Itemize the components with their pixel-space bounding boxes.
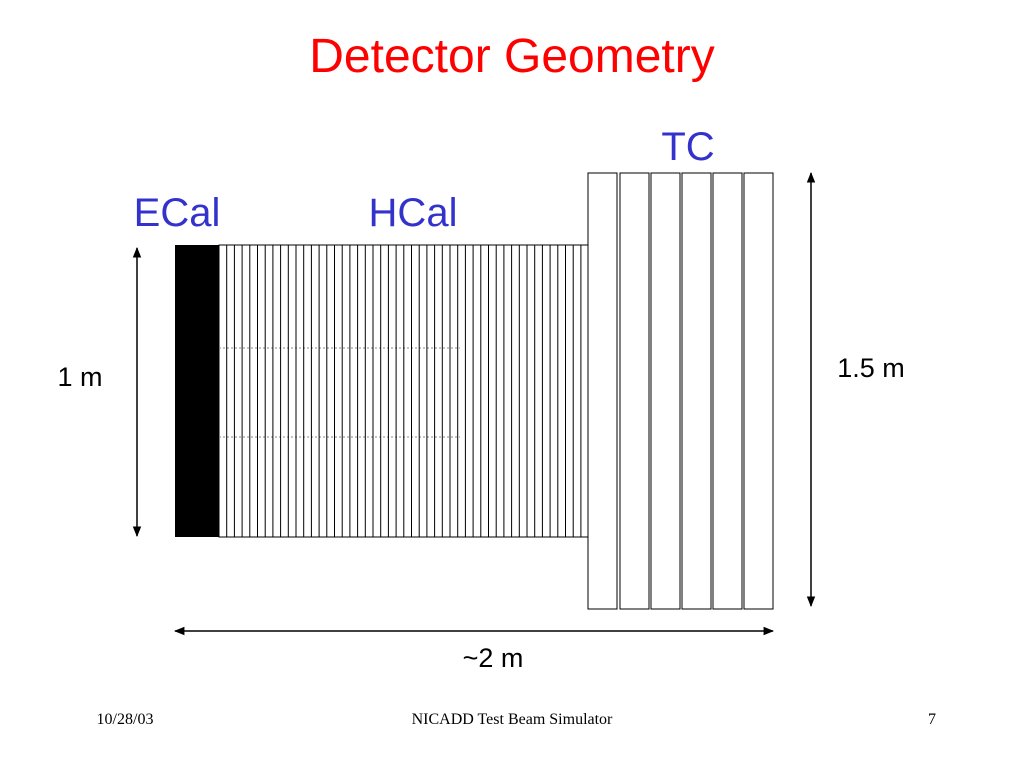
hcal-block [218, 244, 589, 538]
hcal-label: HCal [369, 191, 458, 235]
dim-1m: 1 m [57, 362, 102, 392]
dim-2m: ~2 m [463, 643, 524, 673]
ecal-label: ECal [134, 191, 221, 235]
title: Detector Geometry [309, 30, 714, 83]
tc-label: TC [661, 125, 714, 169]
footer-title: NICADD Test Beam Simulator [412, 711, 613, 728]
footer-date: 10/28/03 [97, 711, 154, 728]
tc-block [587, 172, 774, 610]
dim-1-5m: 1.5 m [837, 353, 905, 383]
page-number: 7 [928, 711, 936, 728]
ecal-block [175, 245, 219, 537]
